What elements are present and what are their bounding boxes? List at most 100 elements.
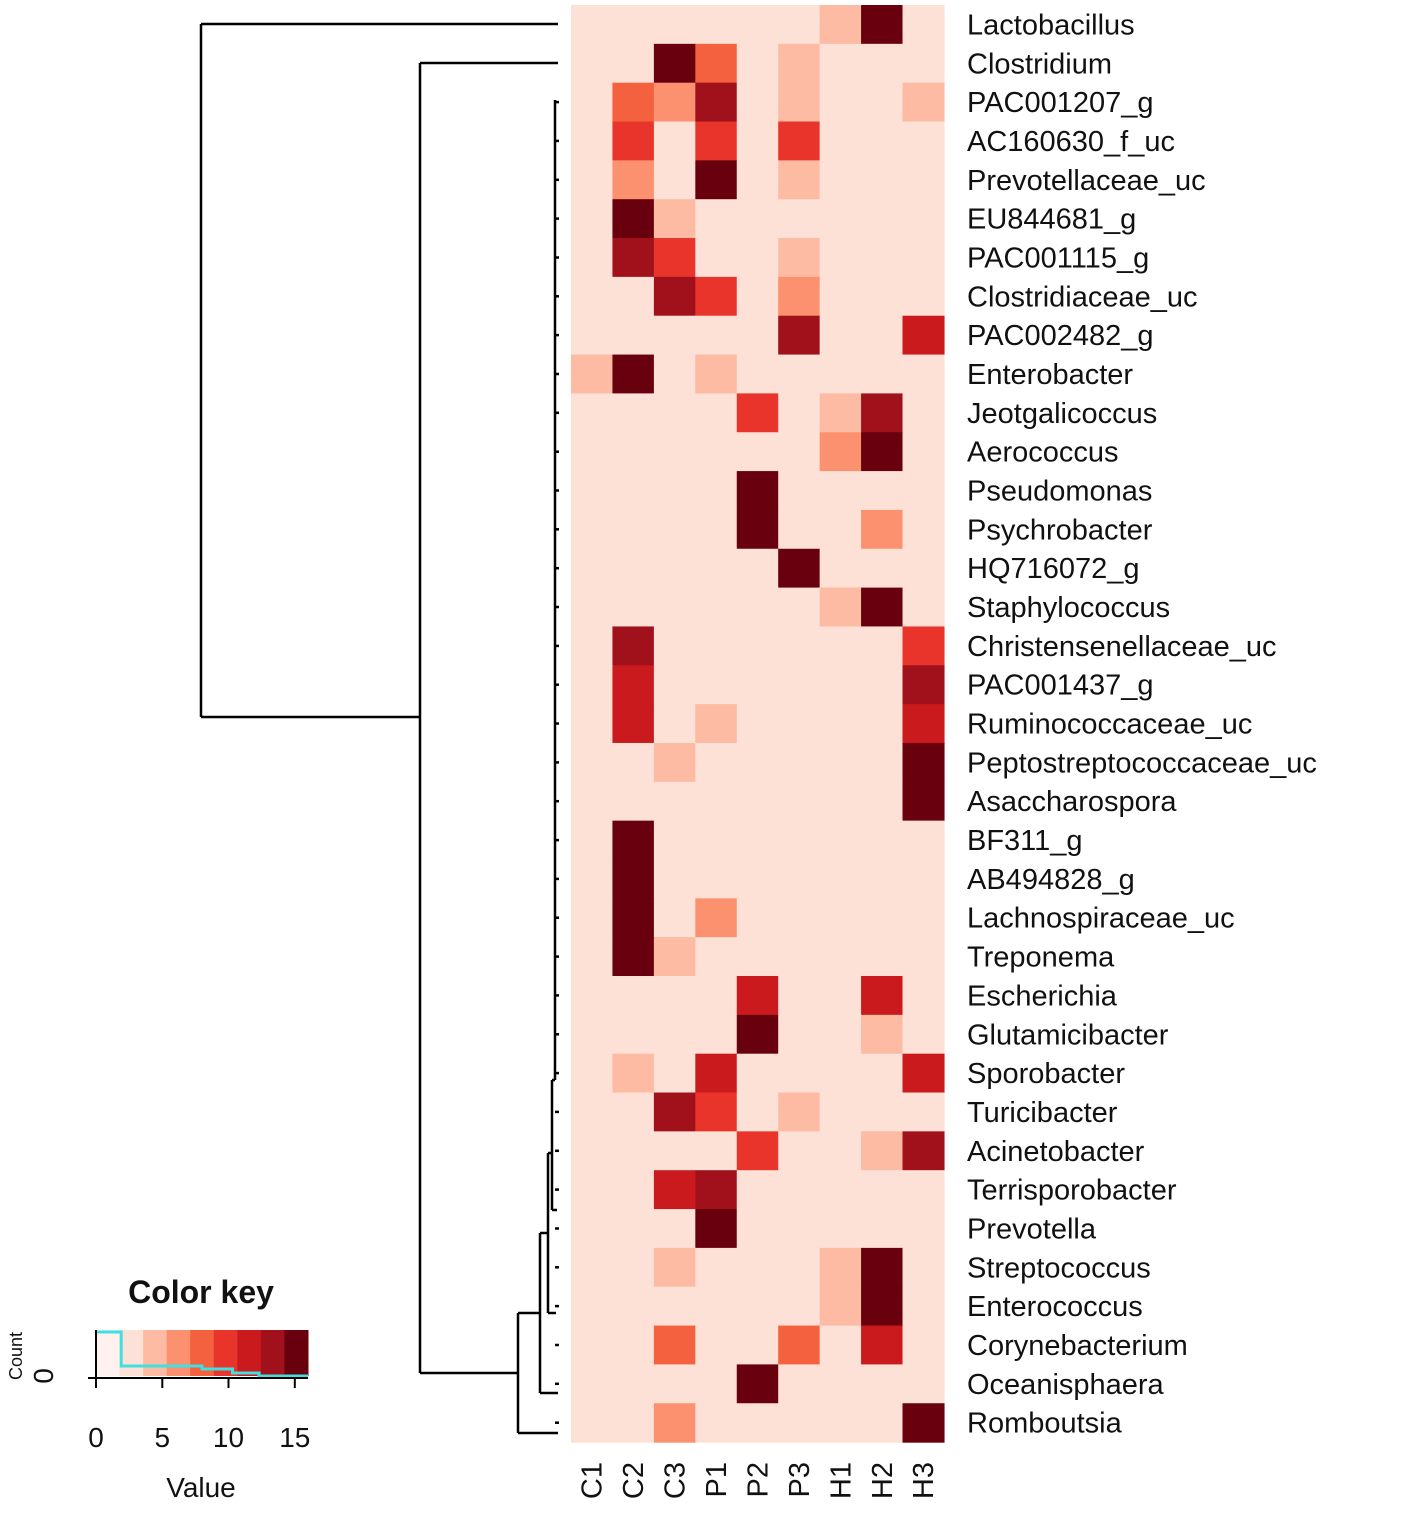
heatmap-cell — [571, 976, 614, 1016]
heatmap-cell — [612, 238, 655, 278]
heatmap-cell — [653, 1209, 696, 1249]
heatmap-cell — [695, 1403, 738, 1443]
heatmap-cell — [736, 626, 779, 666]
heatmap-cell — [612, 1325, 655, 1365]
heatmap-cell — [653, 471, 696, 511]
heatmap-cell — [653, 1247, 696, 1288]
row-label: Pseudomonas — [967, 476, 1152, 508]
color-key-ticks: 0 5 10 15 — [88, 1378, 310, 1453]
row-label: AC160630_f_uc — [967, 126, 1175, 158]
row-label: Sporobacter — [967, 1058, 1125, 1090]
heatmap-cell — [902, 1247, 945, 1288]
heatmap-cell — [778, 1364, 821, 1404]
heatmap-cell — [695, 626, 738, 666]
heatmap-cell — [819, 587, 862, 628]
heatmap-cell — [736, 43, 779, 84]
heatmap-cell — [653, 976, 696, 1016]
heatmap-cell — [902, 160, 945, 200]
heatmap-cell — [902, 704, 945, 744]
heatmap-cell — [695, 1170, 738, 1210]
heatmap-cell — [695, 43, 738, 84]
heatmap-cell — [653, 1325, 696, 1365]
heatmap-cell — [736, 160, 779, 200]
heatmap-cell — [778, 1131, 821, 1171]
heatmap-cell — [653, 354, 696, 394]
heatmap-cell — [819, 1092, 862, 1132]
color-key-tick-label: 5 — [155, 1422, 171, 1453]
heatmap-cell — [571, 704, 614, 744]
heatmap-cell — [612, 1053, 655, 1094]
heatmap-cell — [819, 1131, 862, 1171]
heatmap-cell — [861, 160, 904, 200]
heatmap-cell — [861, 742, 904, 783]
heatmap-cell — [778, 548, 821, 589]
heatmap-cell — [653, 1286, 696, 1327]
heatmap-cell — [861, 548, 904, 589]
heatmap-cell — [819, 432, 862, 472]
heatmap-cell — [736, 976, 779, 1016]
heatmap-cell — [653, 509, 696, 550]
heatmap-cell — [778, 121, 821, 161]
heatmap-cell — [695, 1247, 738, 1288]
heatmap-cell — [778, 199, 821, 239]
heatmap-cell — [819, 1053, 862, 1094]
heatmap-cell — [736, 937, 779, 977]
heatmap-cell — [571, 5, 614, 45]
heatmap-cell — [902, 121, 945, 161]
heatmap-cell — [695, 781, 738, 822]
heatmap-cell — [695, 937, 738, 977]
heatmap-cell — [778, 43, 821, 84]
heatmap-cell — [653, 1053, 696, 1094]
heatmap-cell — [778, 859, 821, 899]
column-label: C2 — [618, 1462, 650, 1499]
color-key-count-label: Count — [6, 1332, 26, 1380]
heatmap-cell — [612, 626, 655, 666]
heatmap-cell — [653, 315, 696, 356]
color-key-swatch — [119, 1330, 144, 1376]
row-labels: Lactobacillus Clostridium PAC001207_g AC160… — [967, 9, 1317, 1439]
heatmap-cell — [861, 1053, 904, 1094]
heatmap-cell — [653, 276, 696, 317]
heatmap-cell — [653, 1364, 696, 1404]
heatmap-cell — [653, 742, 696, 783]
heatmap-cell — [819, 626, 862, 666]
heatmap-cell — [695, 121, 738, 161]
heatmap-cell — [819, 315, 862, 356]
heatmap-cell — [902, 1053, 945, 1094]
heatmap-cell — [819, 5, 862, 45]
heatmap-cell — [612, 315, 655, 356]
heatmap-cell — [902, 548, 945, 589]
heatmap-cell — [819, 238, 862, 278]
row-label: Glutamicibacter — [967, 1019, 1169, 1051]
column-label: P3 — [784, 1462, 816, 1497]
heatmap-cell — [695, 1286, 738, 1327]
heatmap-cell — [861, 1131, 904, 1171]
heatmap-cell — [819, 976, 862, 1016]
heatmap-cell — [902, 781, 945, 822]
heatmap-cell — [571, 1325, 614, 1365]
heatmap-cell — [612, 704, 655, 744]
heatmap-cell — [902, 82, 945, 123]
heatmap-cell — [653, 1170, 696, 1210]
heatmap-cell — [571, 199, 614, 239]
heatmap-cell — [778, 587, 821, 628]
row-label: PAC001115_g — [967, 242, 1149, 274]
heatmap-cell — [902, 859, 945, 899]
heatmap-cell — [902, 587, 945, 628]
heatmap-cell — [571, 160, 614, 200]
heatmap-cell — [736, 509, 779, 550]
heatmap-cell — [819, 781, 862, 822]
heatmap-cell — [778, 1170, 821, 1210]
column-label: P1 — [701, 1462, 733, 1497]
heatmap-cell — [861, 859, 904, 899]
heatmap-cell — [571, 1092, 614, 1132]
heatmap-cell — [653, 665, 696, 705]
heatmap-cells — [571, 5, 945, 1443]
row-label: AB494828_g — [967, 864, 1135, 896]
heatmap-cell — [778, 937, 821, 977]
heatmap-cell — [612, 199, 655, 239]
heatmap-cell — [819, 1014, 862, 1055]
heatmap-cell — [902, 276, 945, 317]
row-label: Oceanisphaera — [967, 1369, 1165, 1401]
